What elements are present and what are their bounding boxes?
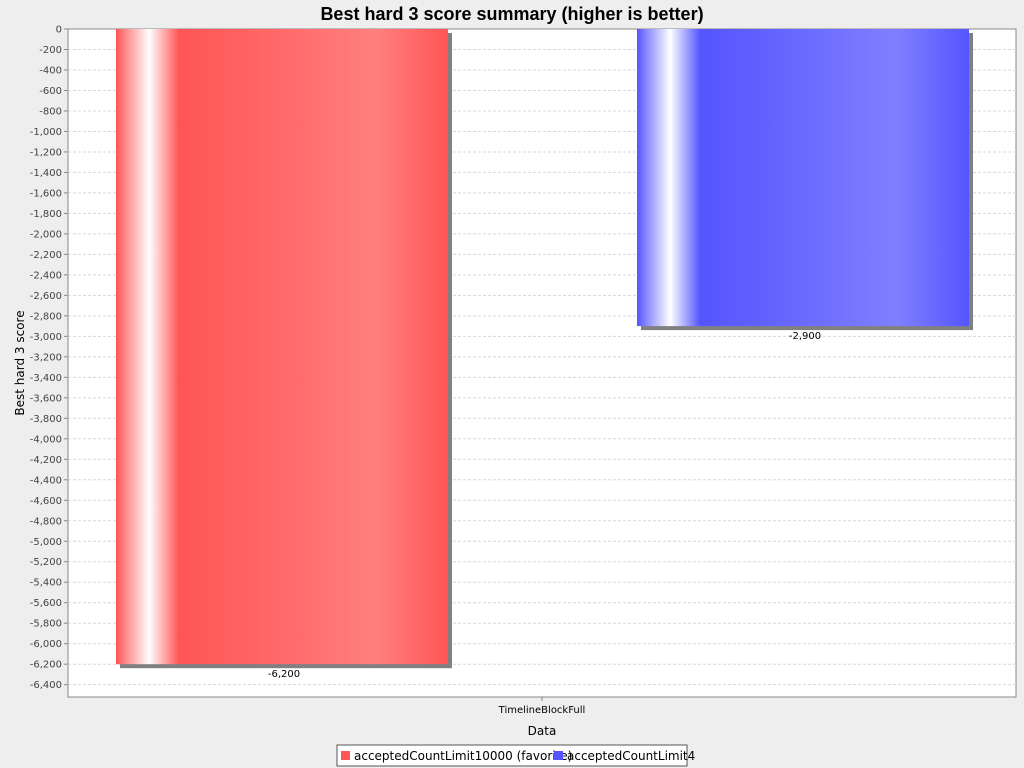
y-tick-label: -4,800 bbox=[30, 516, 62, 527]
legend-label-series-2: acceptedCountLimit4 bbox=[567, 749, 695, 763]
y-tick-label: -3,200 bbox=[30, 352, 62, 363]
y-tick-label: -3,600 bbox=[30, 393, 62, 404]
y-tick-label: -5,200 bbox=[30, 557, 62, 568]
y-tick-label: -1,200 bbox=[30, 147, 62, 158]
legend-swatch-series-1 bbox=[341, 751, 350, 760]
legend-label-series-1: acceptedCountLimit10000 (favorite) bbox=[354, 749, 572, 763]
y-tick-label: -200 bbox=[39, 45, 62, 56]
x-axis-title: Data bbox=[528, 724, 557, 738]
y-tick-label: -4,200 bbox=[30, 455, 62, 466]
y-tick-label: -1,000 bbox=[30, 127, 62, 138]
y-tick-label: -6,200 bbox=[30, 660, 62, 671]
y-tick-label: -1,800 bbox=[30, 209, 62, 220]
bar-value-label: -2,900 bbox=[789, 331, 821, 342]
y-tick-label: -4,000 bbox=[30, 434, 62, 445]
legend-swatch-series-2 bbox=[554, 751, 563, 760]
y-tick-label: -2,800 bbox=[30, 311, 62, 322]
y-tick-label: -5,000 bbox=[30, 537, 62, 548]
y-tick-label: -1,600 bbox=[30, 188, 62, 199]
y-tick-label: -5,800 bbox=[30, 619, 62, 630]
y-tick-label: -3,800 bbox=[30, 414, 62, 425]
y-tick-label: -6,400 bbox=[30, 680, 62, 691]
legend-box bbox=[336, 744, 688, 767]
y-axis-ticks: 0 -200 -400 -600 -800 -1,000 -1,200 -1,400 -1,60… bbox=[30, 25, 543, 701]
y-tick-label: -4,600 bbox=[30, 496, 62, 507]
y-tick-label: -400 bbox=[39, 65, 62, 76]
y-tick-label: -6,000 bbox=[30, 639, 62, 650]
y-tick-label: -2,600 bbox=[30, 291, 62, 302]
y-tick-label: -4,400 bbox=[30, 475, 62, 486]
y-tick-label: -2,000 bbox=[30, 229, 62, 240]
x-category-label: TimelineBlockFull bbox=[498, 705, 586, 716]
bar-series-1 bbox=[116, 29, 448, 665]
y-tick-label: -1,400 bbox=[30, 168, 62, 179]
bar-value-label: -6,200 bbox=[268, 669, 300, 680]
chart-title: Best hard 3 score summary (higher is bet… bbox=[320, 4, 703, 24]
y-tick-label: -800 bbox=[39, 106, 62, 117]
y-tick-label: -2,400 bbox=[30, 270, 62, 281]
y-tick-label: -2,200 bbox=[30, 250, 62, 261]
y-tick-label: -600 bbox=[39, 86, 62, 97]
data-labels: -6,200 -2,900 bbox=[268, 331, 821, 680]
legend: acceptedCountLimit10000 (favorite) accep… bbox=[336, 744, 695, 767]
y-tick-label: -5,400 bbox=[30, 578, 62, 589]
y-tick-label: 0 bbox=[56, 25, 62, 36]
bars bbox=[116, 29, 973, 669]
y-tick-label: -3,000 bbox=[30, 332, 62, 343]
y-tick-label: -5,600 bbox=[30, 598, 62, 609]
bar-series-2 bbox=[637, 29, 969, 327]
y-axis-title: Best hard 3 score bbox=[13, 310, 27, 415]
y-tick-label: -3,400 bbox=[30, 373, 62, 384]
